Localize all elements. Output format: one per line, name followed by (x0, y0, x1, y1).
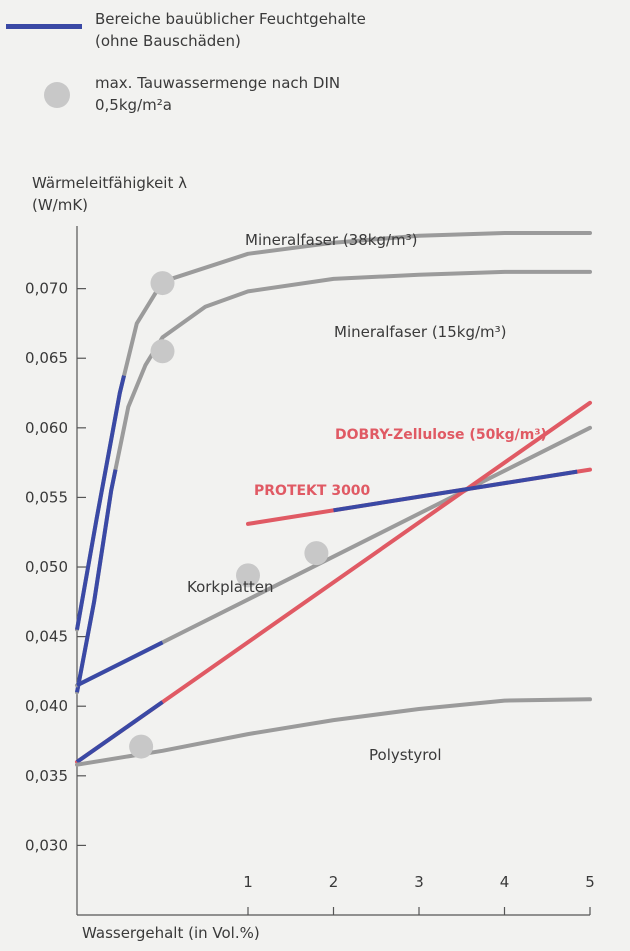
y-tick-label: 0,045 (25, 628, 68, 646)
y-tick-label: 0,050 (25, 558, 68, 576)
y-axis-title-line-1: Wärmeleitfähigkeit λ (32, 174, 187, 192)
y-tick-label: 0,070 (25, 280, 68, 298)
y-tick-label: 0,030 (25, 836, 68, 854)
series-line-korkplatten (75, 425, 592, 688)
y-tick-label: 0,035 (25, 767, 68, 785)
series-label-mineralfaser-38kg-m: Mineralfaser (38kg/m³) (245, 231, 418, 249)
x-tick-label: 2 (329, 873, 339, 891)
series-label-korkplatten: Korkplatten (187, 578, 274, 596)
y-tick-label: 0,040 (25, 697, 68, 715)
series-label-polystyrol: Polystyrol (369, 746, 442, 764)
moisture-range-segment-korkplatten (76, 640, 164, 688)
condensation-marker-dobry-zellulose-50kg-m (304, 541, 329, 566)
legend-label-line-1: Bereiche bauüblicher Feuchtgehalte (95, 10, 366, 28)
series-label-mineralfaser-15kg-m: Mineralfaser (15kg/m³) (334, 323, 507, 341)
moisture-range-segment-mineralfaser-38kg-m (75, 375, 126, 631)
legend-label-line-2: 0,5kg/m²a (95, 96, 172, 114)
x-tick-label: 1 (243, 873, 253, 891)
y-tick-label: 0,065 (25, 349, 68, 367)
x-tick-label: 3 (414, 873, 424, 891)
series-label-dobry-zellulose-50kg-m: DOBRY-Zellulose (50kg/m³) (335, 427, 547, 443)
series-label-protekt-3000: PROTEKT 3000 (254, 483, 371, 499)
condensation-marker-polystyrol (129, 734, 154, 759)
legend-blue-line-swatch (6, 24, 82, 29)
y-tick-label: 0,055 (25, 488, 68, 506)
x-tick-label: 5 (585, 873, 595, 891)
condensation-marker-mineralfaser-38kg-m (150, 271, 175, 296)
y-axis-title-line-2: (W/mK) (32, 196, 89, 214)
condensation-marker-korkplatten (236, 563, 260, 588)
legend-dot-swatch (44, 82, 70, 108)
moisture-range-segment-mineralfaser-15kg-m (75, 469, 118, 693)
x-tick-label: 4 (500, 873, 510, 891)
legend: Bereiche bauüblicher Feuchtgehalte (ohne… (0, 0, 630, 130)
legend-label-line-1: max. Tauwassermenge nach DIN (95, 74, 341, 92)
series-line-polystyrol (75, 697, 592, 767)
condensation-marker-mineralfaser-15kg-m (150, 339, 175, 364)
legend-label-line-2: (ohne Bauschäden) (95, 32, 241, 50)
y-tick-label: 0,060 (25, 419, 68, 437)
y-axis-title: Wärmeleitfähigkeit λ (W/mK) (32, 172, 187, 216)
moisture-range-segment-dobry-zellulose-50kg-m (75, 700, 164, 764)
moisture-range-segment-protekt-3000 (333, 469, 578, 513)
x-axis-title: Wassergehalt (in Vol.%) (82, 924, 260, 942)
